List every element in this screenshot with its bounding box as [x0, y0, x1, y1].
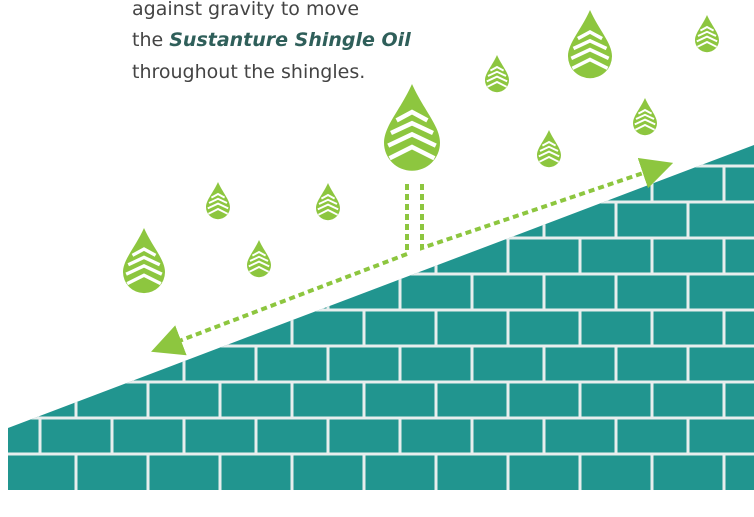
- caption-line: against gravity to move: [132, 0, 359, 20]
- caption-text: the: [132, 29, 163, 51]
- flow-arrows: [151, 157, 674, 356]
- product-name: Sustanture Shingle Oil: [169, 29, 411, 51]
- caption-line: the Sustanture Shingle Oil: [132, 29, 411, 51]
- caption-line: throughout the shingles.: [132, 61, 365, 83]
